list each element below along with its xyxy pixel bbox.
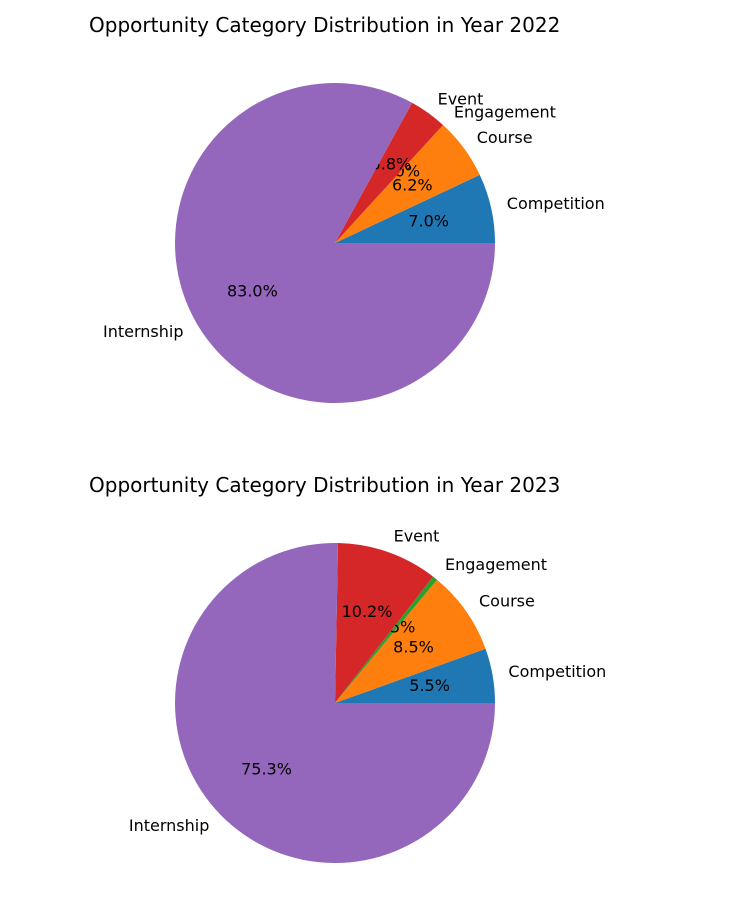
slice-label-internship-2023: Internship	[129, 816, 210, 835]
slice-label-competition-2023: Competition	[508, 662, 606, 681]
pie-slice-course-2022	[335, 125, 480, 243]
pie-slice-internship-2022	[174, 82, 495, 403]
slice-percent-course-2023: 8.5%	[393, 637, 434, 656]
slice-percent-course-2022: 6.2%	[392, 176, 433, 195]
chart-title-2023: Opportunity Category Distribution in Yea…	[89, 473, 560, 497]
pie-slice-competition-2023	[335, 648, 495, 703]
slice-percent-competition-2023: 5.5%	[409, 676, 450, 695]
slice-label-event-2022: Event	[438, 90, 484, 109]
pie-slice-internship-2023	[175, 543, 495, 864]
pie-chart-2022: Competition7.0%Course6.2%Engagement0.0%E…	[103, 82, 605, 403]
slice-percent-internship-2023: 75.3%	[241, 760, 292, 779]
pie-slice-engagement-2023	[335, 576, 437, 703]
slice-label-competition-2022: Competition	[507, 194, 605, 213]
chart-title-2022: Opportunity Category Distribution in Yea…	[89, 13, 560, 37]
slice-percent-competition-2022: 7.0%	[408, 212, 449, 231]
slice-percent-event-2023: 10.2%	[342, 602, 393, 621]
slice-label-course-2022: Course	[477, 128, 533, 147]
pie-chart-2023: Competition5.5%Course8.5%Engagement0.5%E…	[129, 527, 606, 864]
pie-slice-course-2023	[335, 579, 486, 703]
slice-label-event-2023: Event	[394, 527, 440, 546]
pie-slice-event-2023	[335, 543, 434, 703]
slice-label-engagement-2022: Engagement	[454, 103, 556, 122]
slice-label-engagement-2023: Engagement	[445, 555, 547, 574]
pie-slice-event-2022	[335, 102, 444, 243]
slice-label-course-2023: Course	[479, 591, 535, 610]
pie-slice-competition-2022	[335, 174, 495, 243]
slice-percent-internship-2022: 83.0%	[227, 281, 278, 300]
slice-label-internship-2022: Internship	[103, 322, 184, 341]
